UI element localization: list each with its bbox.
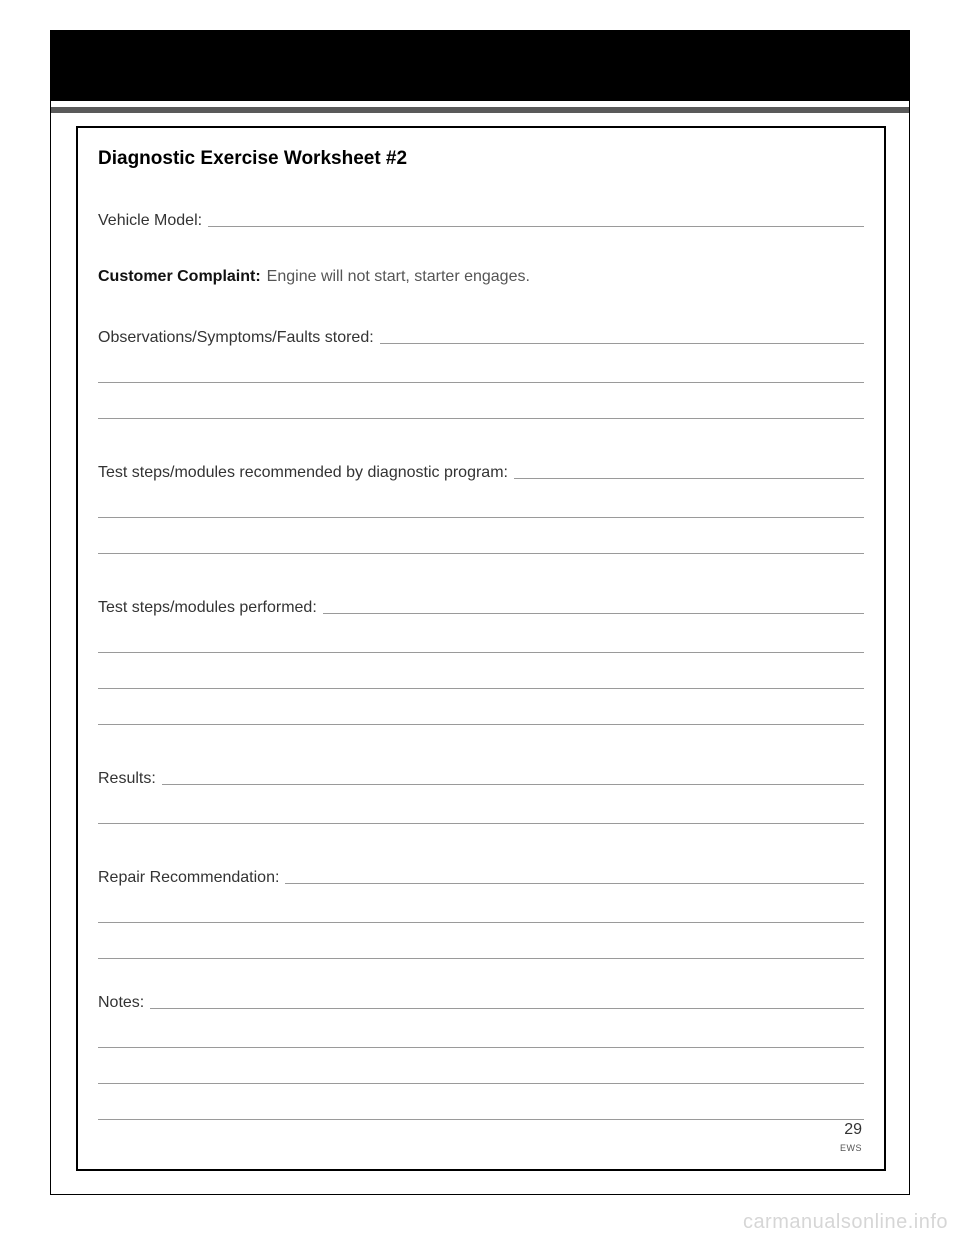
repair-line-0 [285, 883, 864, 884]
vehicle-model-label: Vehicle Model: [98, 212, 208, 230]
test-performed-line-1 [98, 617, 864, 653]
observations-row: Observations/Symptoms/Faults stored: [98, 308, 864, 347]
test-recommended-line-1 [98, 482, 864, 518]
header-black-band [51, 31, 909, 101]
notes-line-3 [98, 1084, 864, 1120]
results-line-0 [162, 784, 864, 785]
test-recommended-line-0 [514, 478, 864, 479]
results-label: Results: [98, 770, 162, 788]
footer-code: EWS [840, 1143, 862, 1153]
vehicle-model-row: Vehicle Model: [98, 198, 864, 230]
customer-complaint-row: Customer Complaint: Engine will not star… [98, 254, 864, 286]
test-recommended-label: Test steps/modules recommended by diagno… [98, 464, 514, 482]
observations-line-0 [380, 343, 864, 344]
worksheet-frame: Diagnostic Exercise Worksheet #2 Vehicle… [76, 126, 886, 1171]
worksheet-title: Diagnostic Exercise Worksheet #2 [98, 148, 864, 170]
repair-line-1 [98, 887, 864, 923]
notes-line-0 [150, 1008, 864, 1009]
repair-label: Repair Recommendation: [98, 869, 285, 887]
notes-line-1 [98, 1012, 864, 1048]
test-recommended-row: Test steps/modules recommended by diagno… [98, 443, 864, 482]
worksheet-content: Diagnostic Exercise Worksheet #2 Vehicle… [78, 128, 884, 1120]
vehicle-model-line [208, 226, 864, 227]
test-performed-line-2 [98, 653, 864, 689]
repair-row: Repair Recommendation: [98, 848, 864, 887]
watermark-text: carmanualsonline.info [743, 1211, 948, 1234]
observations-line-2 [98, 383, 864, 419]
test-performed-row: Test steps/modules performed: [98, 578, 864, 617]
test-performed-label: Test steps/modules performed: [98, 599, 323, 617]
test-performed-line-3 [98, 689, 864, 725]
notes-line-2 [98, 1048, 864, 1084]
header-gray-strip [51, 107, 909, 113]
results-line-1 [98, 788, 864, 824]
repair-line-2 [98, 923, 864, 959]
observations-label: Observations/Symptoms/Faults stored: [98, 329, 380, 347]
page-number: 29 [844, 1121, 862, 1139]
customer-complaint-label: Customer Complaint: [98, 268, 267, 286]
test-performed-line-0 [323, 613, 864, 614]
notes-label: Notes: [98, 994, 150, 1012]
customer-complaint-value: Engine will not start, starter engages. [267, 268, 530, 286]
test-recommended-line-2 [98, 518, 864, 554]
results-row: Results: [98, 749, 864, 788]
observations-line-1 [98, 347, 864, 383]
page-outer-frame: Diagnostic Exercise Worksheet #2 Vehicle… [50, 30, 910, 1195]
notes-row: Notes: [98, 973, 864, 1012]
